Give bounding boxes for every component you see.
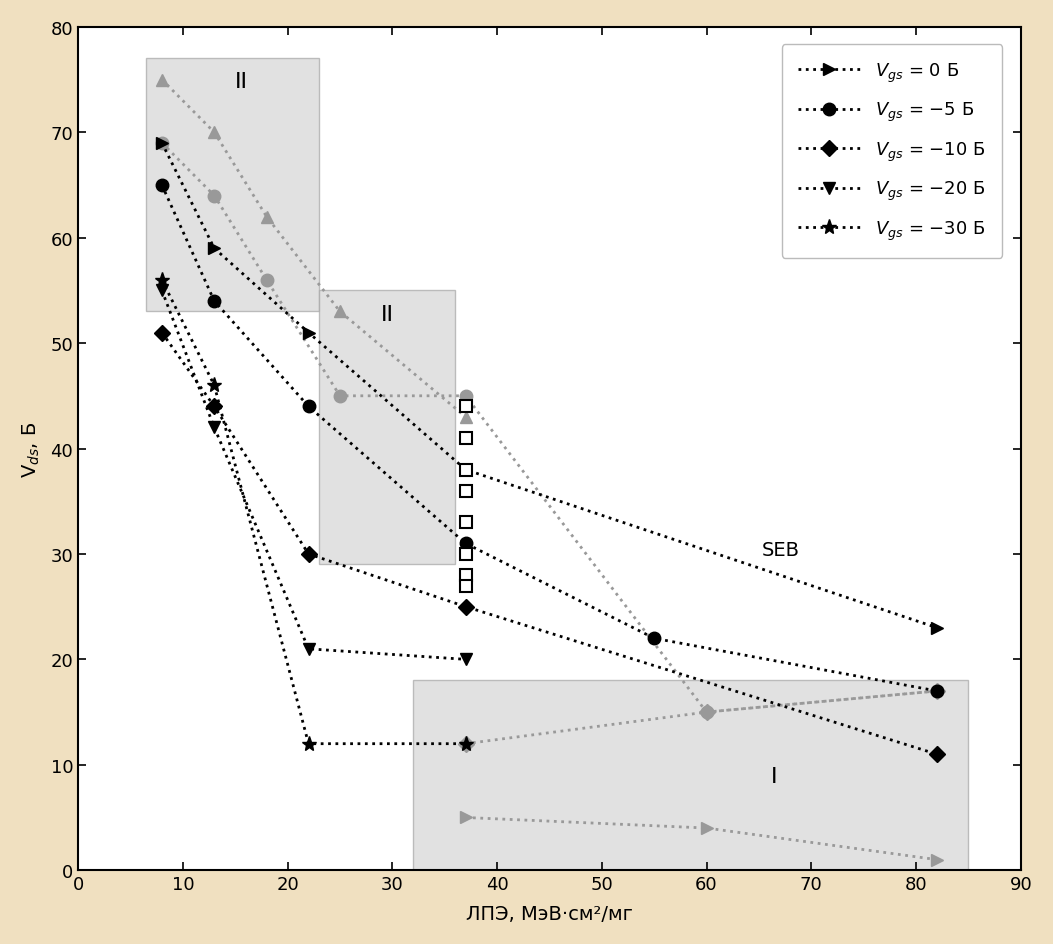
Text: II: II (380, 305, 394, 325)
Bar (146, 59, 319, 312)
Y-axis label: V$_{ds}$, Б: V$_{ds}$, Б (21, 421, 42, 477)
Legend: $V_{gs}$ = 0 Б, $V_{gs}$ = −5 Б, $V_{gs}$ = −10 Б, $V_{gs}$ = −20 Б, $V_{gs}$ = : $V_{gs}$ = 0 Б, $V_{gs}$ = −5 Б, $V_{gs}… (781, 45, 1002, 259)
Text: I: I (771, 766, 777, 786)
Text: SEB: SEB (761, 541, 799, 560)
Text: II: II (235, 72, 247, 92)
Bar (413, 681, 969, 870)
Bar (319, 291, 455, 565)
X-axis label: ЛПЭ, МэВ·см²/мг: ЛПЭ, МэВ·см²/мг (466, 904, 633, 923)
